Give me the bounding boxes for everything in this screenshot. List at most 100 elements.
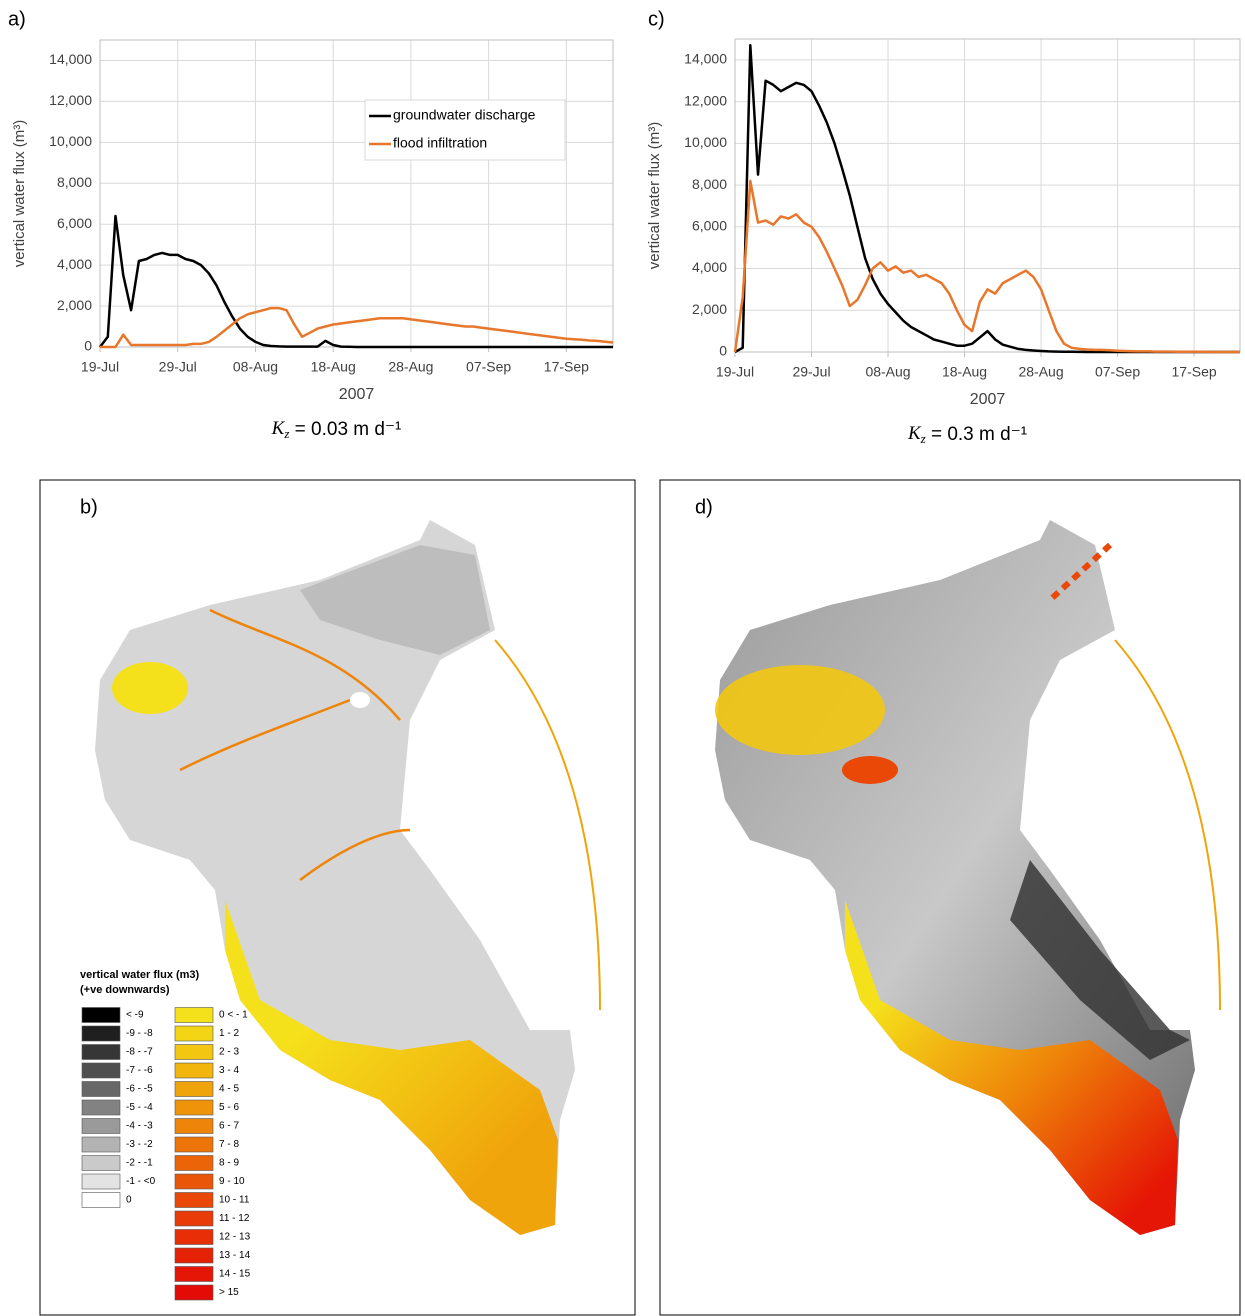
legend-swatch [81, 1025, 121, 1042]
legend-label: 9 - 10 [219, 1176, 245, 1187]
map-edge [1114, 639, 1221, 1011]
caption-symbol: K [271, 418, 286, 439]
panel-label: b) [80, 496, 98, 518]
x-tick-label: 18-Aug [311, 359, 356, 375]
map-patch [112, 662, 188, 714]
caption-text: = 0.03 m d⁻¹ [289, 419, 401, 440]
legend-swatch [81, 1155, 121, 1171]
x-tick-label: 17-Sep [1172, 364, 1217, 380]
x-tick-label: 08-Aug [865, 364, 910, 380]
y-tick-label: 6,000 [692, 218, 727, 234]
y-tick-label: 6,000 [57, 215, 92, 231]
x-axis-label: 2007 [339, 386, 375, 403]
legend-label: -7 - -6 [126, 1065, 153, 1076]
legend-label: 12 - 13 [219, 1232, 251, 1243]
legend-label: 11 - 12 [219, 1213, 250, 1224]
y-tick-label: 2,000 [692, 301, 727, 317]
legend-label: 5 - 6 [219, 1102, 239, 1113]
x-tick-label: 28-Aug [1018, 364, 1063, 380]
legend-swatch [174, 1192, 214, 1208]
map-frame [659, 479, 1241, 1316]
map-patch [350, 692, 370, 708]
y-axis-label: vertical water flux (m³) [646, 122, 663, 270]
x-tick-label: 29-Jul [792, 364, 830, 380]
y-tick-label: 2,000 [57, 297, 92, 313]
legend-swatch [174, 1247, 214, 1264]
y-tick-label: 12,000 [684, 92, 727, 108]
y-tick-label: 8,000 [57, 174, 92, 190]
caption-subscript: z [920, 431, 926, 446]
legend-label: 13 - 14 [219, 1250, 251, 1261]
x-tick-label: 07-Sep [1095, 364, 1140, 380]
plot-border [734, 38, 1241, 353]
y-tick-label: 8,000 [692, 176, 727, 192]
y-tick-label: 10,000 [684, 134, 727, 150]
map-region [1010, 860, 1190, 1060]
map-patch [715, 665, 885, 755]
legend-subtitle: (+ve downwards) [80, 984, 170, 996]
y-tick-label: 0 [84, 338, 92, 354]
y-tick-label: 10,000 [49, 133, 92, 149]
y-tick-label: 12,000 [49, 92, 92, 108]
legend-label: 7 - 8 [219, 1139, 239, 1150]
legend-label: > 15 [219, 1287, 239, 1298]
legend-label: -4 - -3 [126, 1121, 153, 1132]
legend-label: 10 - 11 [219, 1195, 250, 1206]
x-tick-label: 07-Sep [466, 359, 511, 375]
y-axis-label: vertical water flux (m³) [11, 120, 28, 268]
series-line [733, 179, 1240, 354]
legend-swatch [81, 1007, 121, 1023]
legend-label: -2 - -1 [126, 1158, 153, 1169]
legend-swatch [81, 1136, 121, 1153]
caption-text: = 0.3 m d⁻¹ [926, 424, 1027, 445]
x-tick-label: 29-Jul [159, 359, 197, 375]
x-tick-label: 28-Aug [388, 359, 433, 375]
legend-label: -3 - -2 [126, 1139, 153, 1150]
panel-label: d) [695, 496, 713, 518]
panel-label: c) [648, 8, 665, 30]
map-frame [39, 479, 636, 1316]
legend-swatch [81, 1099, 121, 1116]
panel-label: a) [8, 8, 26, 30]
y-tick-label: 4,000 [57, 256, 92, 272]
caption-symbol: K [907, 423, 922, 444]
legend-label: -8 - -7 [126, 1047, 153, 1058]
legend-swatch [81, 1062, 121, 1079]
legend-title: vertical water flux (m3) [80, 969, 200, 981]
legend-label: -5 - -4 [126, 1102, 153, 1113]
legend-label: 0 < - 1 [219, 1010, 248, 1021]
legend-swatch [174, 1284, 214, 1301]
series-line [734, 44, 1240, 354]
legend-label: 0 [126, 1195, 132, 1206]
x-tick-label: 18-Aug [942, 364, 987, 380]
caption: Kz = 0.3 m d⁻¹ [907, 423, 1027, 446]
map-channel [179, 608, 411, 882]
legend-swatch [174, 1062, 214, 1079]
y-tick-label: 14,000 [684, 51, 727, 67]
legend-swatch [81, 1118, 121, 1134]
legend-label: 8 - 9 [219, 1158, 239, 1169]
map-region [300, 545, 490, 655]
legend-swatch [174, 1025, 214, 1042]
caption: Kz = 0.03 m d⁻¹ [271, 418, 402, 441]
legend-box [364, 99, 566, 161]
legend-swatch [81, 1192, 121, 1208]
legend-swatch [174, 1044, 214, 1060]
legend-swatch [81, 1081, 121, 1097]
x-tick-label: 19-Jul [81, 359, 119, 375]
legend-swatch [81, 1173, 121, 1190]
y-tick-label: 14,000 [49, 51, 92, 67]
plot-border [99, 39, 614, 348]
legend-label: 3 - 4 [219, 1065, 239, 1076]
legend-label: < -9 [126, 1010, 144, 1021]
legend-swatch [174, 1266, 214, 1282]
legend-label: flood infiltration [393, 135, 487, 151]
series-line [99, 214, 613, 349]
legend-swatch [174, 1081, 214, 1097]
map-edge [494, 639, 601, 1011]
legend-swatch [81, 1044, 121, 1060]
legend-swatch [174, 1099, 214, 1116]
legend-swatch [174, 1229, 214, 1245]
